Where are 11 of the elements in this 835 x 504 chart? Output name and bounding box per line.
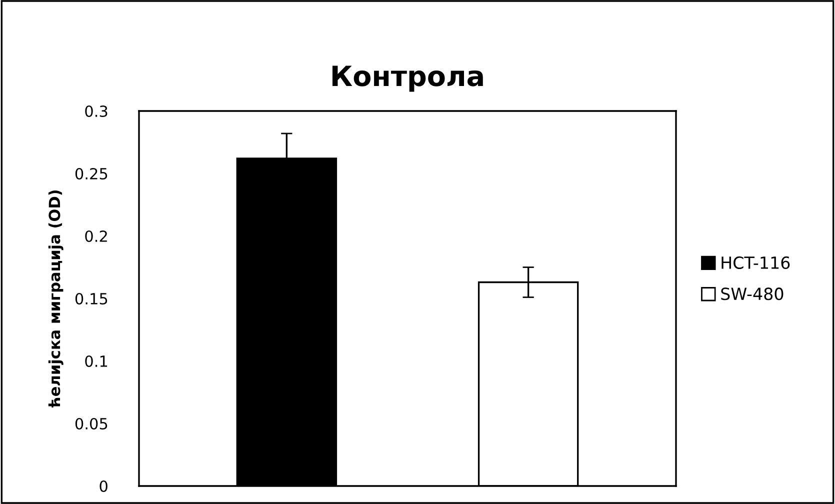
legend-label: SW-480 [721, 288, 784, 300]
y-tick-label: 0.3 [85, 105, 108, 118]
y-axis-title: ћелијска миграција (OD) [48, 190, 64, 408]
chart-title: Контрола [332, 66, 483, 92]
y-tick-label: 0.1 [85, 355, 108, 368]
y-tick-label: 0.2 [85, 230, 107, 242]
y-tick-label: 0.05 [75, 418, 108, 430]
y-tick-label: 0.15 [75, 292, 108, 305]
legend-label: HCT-116 [722, 256, 790, 270]
y-tick-label: 0.25 [75, 168, 108, 180]
y-tick-label: 0 [100, 480, 108, 492]
